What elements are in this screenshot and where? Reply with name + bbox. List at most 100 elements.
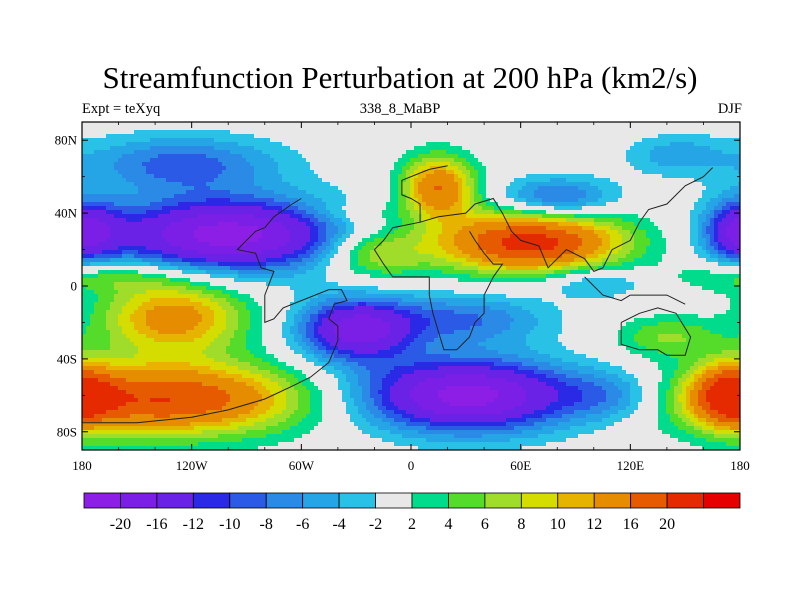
field-cell [198, 126, 203, 131]
field-cell [110, 154, 115, 159]
field-cell [238, 322, 243, 327]
field-cell [290, 222, 295, 227]
field-cell [166, 166, 171, 171]
field-cell [282, 294, 287, 299]
field-cell [150, 358, 155, 363]
field-cell [226, 362, 231, 367]
field-cell [302, 278, 307, 283]
field-cell [210, 166, 215, 171]
field-cell [146, 310, 151, 315]
field-cell [90, 386, 95, 391]
field-cell [294, 134, 299, 139]
field-cell [294, 410, 299, 415]
field-cell [250, 190, 255, 195]
field-cell [278, 362, 283, 367]
field-cell [82, 206, 87, 211]
field-cell [250, 330, 255, 335]
field-cell [190, 274, 195, 279]
field-cell [134, 142, 139, 147]
field-cell [270, 198, 275, 203]
field-cell [186, 346, 191, 351]
field-cell [138, 386, 143, 391]
field-cell [162, 386, 167, 391]
field-cell [214, 394, 219, 399]
field-cell [238, 262, 243, 267]
field-cell [186, 130, 191, 135]
field-cell [170, 142, 175, 147]
field-cell [118, 310, 123, 315]
field-cell [242, 422, 247, 427]
field-cell [182, 286, 187, 291]
field-cell [254, 338, 259, 343]
field-cell [118, 434, 123, 439]
field-cell [186, 394, 191, 399]
field-cell [322, 130, 327, 135]
field-cell [226, 274, 231, 279]
field-cell [134, 310, 139, 315]
field-cell [286, 258, 291, 263]
field-cell [126, 434, 131, 439]
field-cell [102, 406, 107, 411]
field-cell [206, 386, 211, 391]
field-cell [310, 410, 315, 415]
field-cell [118, 398, 123, 403]
field-cell [122, 374, 127, 379]
field-cell [218, 290, 223, 295]
field-cell [218, 230, 223, 235]
field-cell [282, 170, 287, 175]
field-cell [202, 338, 207, 343]
field-cell [102, 122, 107, 127]
field-cell [118, 150, 123, 155]
field-cell [94, 226, 99, 231]
field-cell [286, 338, 291, 343]
field-cell [182, 430, 187, 435]
field-cell [110, 230, 115, 235]
field-cell [230, 398, 235, 403]
field-cell [266, 262, 271, 267]
field-cell [194, 386, 199, 391]
field-cell [166, 294, 171, 299]
field-cell [226, 294, 231, 299]
field-cell [130, 130, 135, 135]
field-cell [218, 330, 223, 335]
field-cell [258, 246, 263, 251]
field-cell [262, 286, 267, 291]
field-cell [146, 174, 151, 179]
field-cell [110, 134, 115, 139]
field-cell [214, 446, 219, 450]
field-cell [166, 442, 171, 447]
field-cell [94, 246, 99, 251]
field-cell [234, 318, 239, 323]
field-cell [234, 198, 239, 203]
field-cell [98, 390, 103, 395]
field-cell [122, 218, 127, 223]
field-cell [314, 258, 319, 263]
field-cell [230, 414, 235, 419]
field-cell [254, 150, 259, 155]
field-cell [210, 146, 215, 151]
field-cell [110, 130, 115, 135]
field-cell [174, 306, 179, 311]
field-cell [114, 294, 119, 299]
field-cell [114, 126, 119, 131]
field-cell [194, 370, 199, 375]
field-cell [186, 418, 191, 423]
field-cell [218, 226, 223, 231]
field-cell [230, 150, 235, 155]
field-cell [98, 202, 103, 207]
field-cell [222, 370, 227, 375]
field-cell [318, 326, 323, 331]
field-cell [82, 258, 87, 263]
field-cell [126, 426, 131, 431]
field-cell [318, 302, 323, 307]
field-cell [198, 402, 203, 407]
field-cell [86, 442, 91, 447]
field-cell [322, 330, 327, 335]
field-cell [162, 262, 167, 267]
field-cell [278, 322, 283, 327]
field-cell [286, 162, 291, 167]
field-cell [142, 194, 147, 199]
field-cell [190, 262, 195, 267]
field-cell [106, 242, 111, 247]
field-cell [146, 246, 151, 251]
